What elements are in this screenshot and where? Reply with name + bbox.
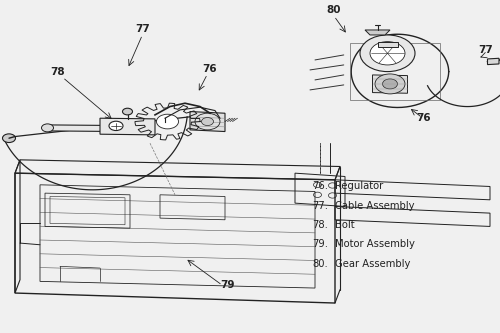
- Text: 80: 80: [327, 5, 341, 15]
- Circle shape: [375, 74, 405, 94]
- Text: 76.: 76.: [312, 181, 328, 191]
- Text: Gear Assembly: Gear Assembly: [335, 259, 410, 269]
- Text: 78.: 78.: [312, 220, 328, 230]
- Polygon shape: [100, 118, 155, 135]
- Circle shape: [156, 114, 178, 129]
- Text: 77: 77: [478, 45, 494, 55]
- Text: 79.: 79.: [312, 239, 328, 249]
- Text: 80.: 80.: [312, 259, 328, 269]
- Text: 76: 76: [202, 64, 218, 74]
- Text: 79: 79: [220, 280, 235, 290]
- Circle shape: [360, 35, 415, 72]
- Circle shape: [202, 118, 213, 126]
- Text: 76: 76: [416, 113, 432, 123]
- Text: 78: 78: [50, 67, 65, 77]
- Text: Motor Assembly: Motor Assembly: [335, 239, 415, 249]
- Text: 77.: 77.: [312, 201, 328, 211]
- Circle shape: [370, 42, 405, 65]
- Polygon shape: [45, 125, 120, 132]
- Circle shape: [122, 108, 132, 115]
- Circle shape: [109, 121, 123, 131]
- Text: Cable Assembly: Cable Assembly: [335, 201, 414, 211]
- Polygon shape: [372, 75, 408, 93]
- Circle shape: [2, 134, 16, 143]
- Text: 77: 77: [135, 24, 150, 34]
- Polygon shape: [190, 112, 225, 132]
- Polygon shape: [365, 30, 390, 35]
- Polygon shape: [488, 58, 499, 65]
- Text: Regulator: Regulator: [335, 181, 384, 191]
- Polygon shape: [378, 42, 398, 47]
- Circle shape: [42, 124, 54, 132]
- Text: Bolt: Bolt: [335, 220, 354, 230]
- Circle shape: [382, 79, 398, 89]
